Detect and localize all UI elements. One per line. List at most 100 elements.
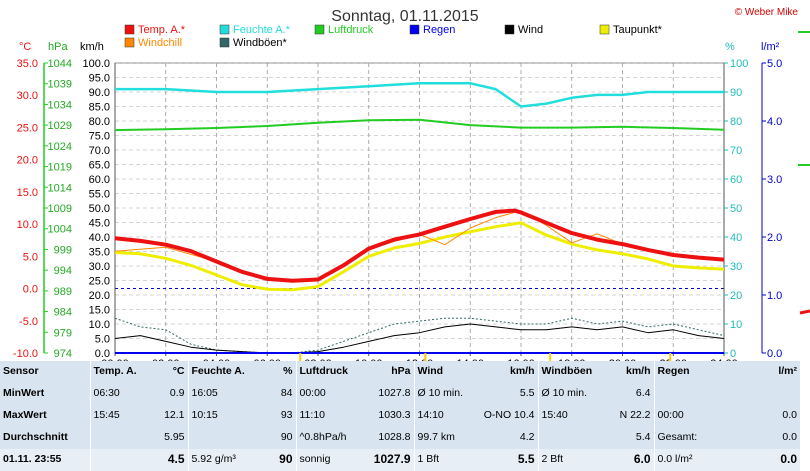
temp-tick-label: 35.0 (17, 58, 38, 70)
pressure-tick-label: 1009 (48, 203, 72, 215)
table-cell: 5.4 (635, 431, 651, 444)
humidity-tick-label: 80 (730, 116, 742, 128)
legend-item-label: Feuchte A.* (233, 24, 291, 36)
wind-tick-label: 80.0 (89, 116, 110, 128)
table-cell: 0.0 l/m² (653, 449, 716, 471)
pressure-tick-label: 1019 (48, 162, 72, 174)
x-tick-label: 10:00 (355, 358, 383, 361)
wind-tick-label: 0.0 (95, 348, 110, 360)
table-cell: 1028.8 (378, 431, 411, 444)
chart-title: Sonntag, 01.11.2015 (331, 8, 478, 25)
wind-tick-label: 85.0 (89, 102, 110, 114)
table-cell (716, 383, 800, 405)
humidity-tick-label: 10 (730, 319, 742, 331)
wind-tick-label: 10.0 (89, 319, 110, 331)
pressure-tick-label: 1034 (48, 99, 72, 111)
wind-tick-label: 20.0 (89, 290, 110, 302)
pressure-tick-label: 1044 (48, 58, 72, 70)
series-line-tempa (114, 208, 725, 283)
x-tick-label: 22:00 (659, 358, 687, 361)
wind-tick-label: 45.0 (89, 218, 110, 230)
legend-item-label: Luftdruck (328, 24, 374, 36)
series-line-luftdruck (114, 118, 725, 132)
temp-tick-label: 5.0 (23, 251, 38, 263)
x-axis: 00:00 02:00 04:00 06:00 08:00 10:00 12:00 14:00… (101, 353, 738, 361)
humidity-tick-label: 70 (730, 145, 742, 157)
table-cell: 5.92 g/m³ (187, 449, 256, 471)
table-cell: Durchschnitt (3, 431, 68, 444)
pressure-tick-label: 994 (54, 265, 72, 277)
table-cell (653, 383, 716, 405)
right-axes: 0 10 20 30 40 50 60 70 80 90 100 0.0 1.0 2.0 3.0 4.0 5.0 (723, 58, 782, 360)
table-cell: Sensor (3, 365, 39, 378)
table-cell: 1027.9 (358, 449, 414, 471)
wind-unit-label: km/h (80, 41, 104, 53)
table-cell: °C (172, 365, 185, 378)
legend-item-label: Windböen* (233, 37, 288, 49)
x-tick-label: 14:00 (456, 358, 484, 361)
series-layer (114, 82, 725, 354)
table-row: MaxWert 15:45 12.1 10:15 93 11:10 1030.3 14:10 O… (0, 405, 800, 427)
temp-tick-label: 20.0 (17, 155, 38, 167)
legend-swatch (124, 37, 135, 48)
pressure-tick-label: 1014 (48, 182, 72, 194)
table-cell: 1027.8 (378, 387, 411, 400)
table-cell: 5.95 (164, 431, 185, 444)
table-cell: Luftdruck (295, 361, 358, 383)
series-line-windben (114, 317, 725, 354)
table-cell: 0.9 (169, 387, 185, 400)
table-cell: 06:30 (89, 383, 142, 405)
pressure-unit-label: hPa (48, 41, 68, 53)
table-cell: 4.2 (519, 431, 535, 444)
wind-tick-label: 15.0 (89, 305, 110, 317)
humidity-tick-label: 100 (730, 58, 748, 70)
table-row: Durchschnitt 5.95 90 ^0.8hPa/h 1028.8 99.7 km… (0, 427, 800, 449)
temp-tick-label: -10.0 (13, 348, 38, 360)
table-cell: 1030.3 (378, 409, 411, 422)
pressure-tick-label: 1004 (48, 224, 72, 236)
table-cell: km/h (625, 365, 651, 378)
legend-swatch (314, 24, 325, 35)
humidity-tick-label: 40 (730, 232, 742, 244)
humidity-tick-label: 60 (730, 174, 742, 186)
table-cell: Temp. A. (89, 361, 142, 383)
legend-swatch (504, 24, 515, 35)
table-cell: 01.11. 23:55 (0, 449, 90, 471)
series-line-wind (114, 323, 725, 354)
humidity-tick-label: 0 (730, 348, 736, 360)
table-cell (89, 427, 142, 449)
table-cell: 6.0 (598, 449, 654, 471)
x-tick-label: 20:00 (609, 358, 637, 361)
rain-unit-label: l/m² (761, 41, 780, 53)
copyright-label: © Weber Mike (735, 7, 799, 18)
table-cell: % (283, 365, 293, 378)
wind-tick-label: 100.0 (82, 58, 110, 70)
pressure-tick-label: 974 (54, 348, 72, 360)
wind-tick-label: 5.0 (95, 334, 110, 346)
x-tick-label: 06:00 (253, 358, 281, 361)
table-cell: km/h (509, 365, 535, 378)
temp-unit-label: °C (19, 41, 31, 53)
chart-legend: Temp. A.* Feuchte A.* Luftdruck Regen Wind Ta… (124, 24, 663, 49)
table-cell: 00:00 (653, 405, 716, 427)
table-cell: Ø 10 min. (413, 383, 472, 405)
legend-swatch (124, 24, 135, 35)
table-cell (537, 427, 598, 449)
grid-lines (114, 62, 725, 354)
table-cell: ^0.8hPa/h (295, 427, 358, 449)
table-cell (89, 449, 142, 471)
wind-tick-label: 30.0 (89, 261, 110, 273)
axis-unit-labels: °C hPa km/h% l/m² (19, 41, 780, 53)
table-cell: Windböen (537, 361, 598, 383)
rain-tick-label: 5.0 (767, 58, 782, 70)
temp-tick-label: 10.0 (17, 219, 38, 231)
wind-tick-label: 90.0 (89, 87, 110, 99)
legend-item-label: Taupunkt* (613, 24, 663, 36)
table-row: 01.11. 23:55 4.5 5.92 g/m³ 90 sonnig 1027.9 1 … (0, 449, 800, 471)
table-cell: N 22.2 (619, 409, 651, 422)
wind-tick-label: 35.0 (89, 247, 110, 259)
table-cell: MaxWert (3, 409, 47, 422)
weather-chart: Sonntag, 01.11.2015 © Weber Mike Temp. A… (13, 7, 810, 361)
table-cell: hPa (391, 365, 411, 378)
pressure-tick-label: 984 (54, 307, 72, 319)
